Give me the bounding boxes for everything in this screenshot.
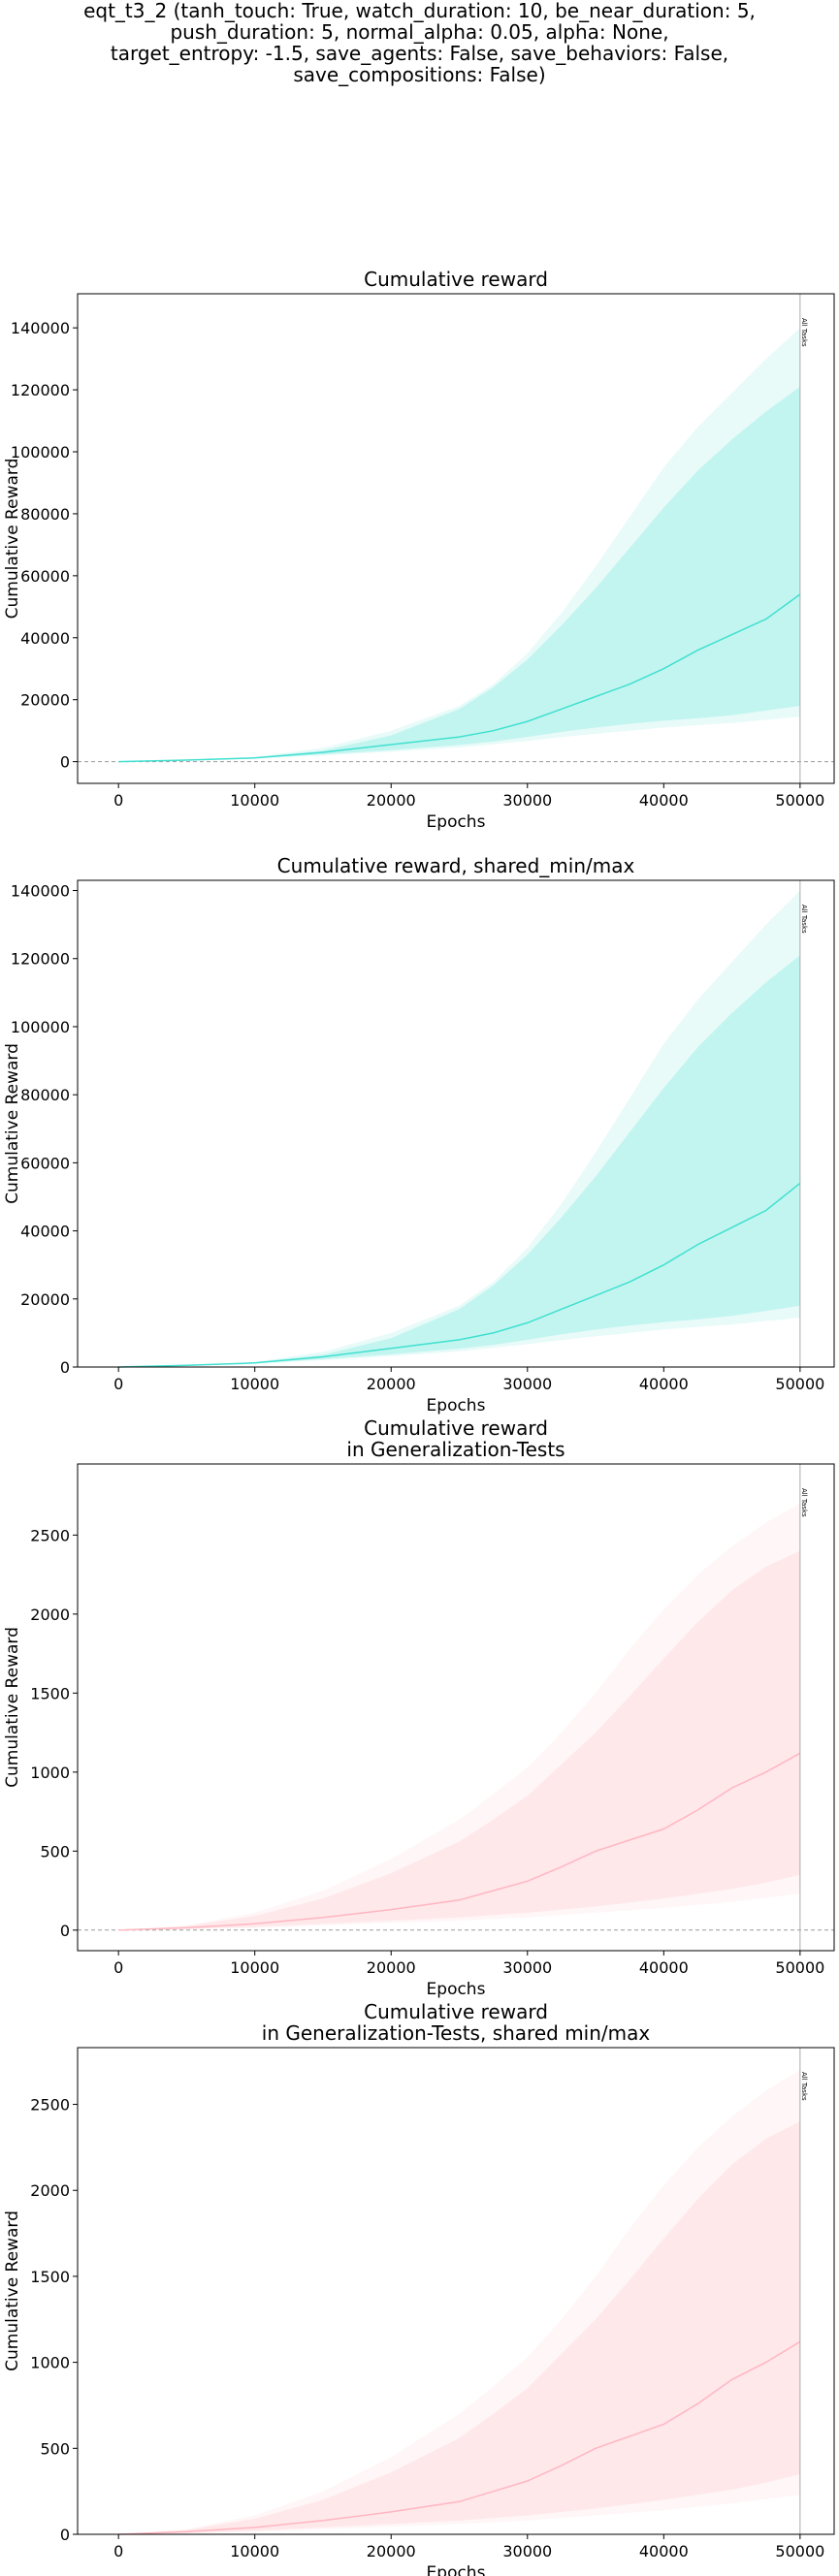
y-tick-label: 1500 <box>30 2268 70 2286</box>
plot-frame <box>77 2047 835 2535</box>
x-tick-label: 50000 <box>775 1958 824 1977</box>
y-axis-label: Cumulative Reward <box>3 1627 22 1788</box>
y-tick-label: 20000 <box>20 1290 70 1309</box>
y-tick-label: 60000 <box>20 1154 70 1172</box>
chart-title: Cumulative reward <box>364 1416 548 1440</box>
chart-1: Cumulative reward All Tasks 0 10000 20000 300… <box>3 268 835 832</box>
std-band <box>118 386 800 762</box>
plot-frame <box>77 1463 835 1952</box>
x-tick-label: 0 <box>113 2542 123 2560</box>
mean-line <box>118 593 801 763</box>
y-tick-label: 0 <box>60 753 70 772</box>
y-tick-label: 80000 <box>20 1086 70 1104</box>
std-band <box>118 2121 800 2534</box>
y-tick-label: 2500 <box>30 1526 70 1544</box>
task-marker-label: All Tasks <box>800 2072 808 2101</box>
x-tick-label: 50000 <box>775 791 824 810</box>
y-tick-label: 1500 <box>30 1684 70 1702</box>
x-tick-label: 20000 <box>367 791 416 810</box>
x-tick-label: 10000 <box>230 2542 279 2560</box>
y-tick-label: 100000 <box>11 443 70 461</box>
y-tick-label: 140000 <box>11 319 70 337</box>
y-tick-label: 2000 <box>30 2181 70 2200</box>
chart-title: Cumulative reward <box>364 268 548 291</box>
y-tick-label: 40000 <box>20 629 70 648</box>
y-tick-label: 2000 <box>30 1606 70 1624</box>
x-tick-label: 0 <box>113 1375 123 1393</box>
plot-frame <box>77 879 835 1368</box>
y-tick-label: 0 <box>60 1922 70 1940</box>
chart-title: Cumulative reward, shared_min/max <box>277 854 635 877</box>
chart-title: in Generalization-Tests <box>346 1438 565 1461</box>
minmax-band <box>118 328 800 762</box>
x-tick-label: 30000 <box>502 1958 552 1977</box>
suptitle-line: push_duration: 5, normal_alpha: 0.05, al… <box>170 20 669 44</box>
y-tick-label: 120000 <box>11 381 70 399</box>
x-tick-label: 0 <box>113 791 123 810</box>
x-tick-label: 10000 <box>230 791 279 810</box>
x-axis-label: Epochs <box>427 1396 486 1415</box>
chart-title: in Generalization-Tests, shared min/max <box>262 2021 651 2045</box>
x-tick-label: 40000 <box>639 791 689 810</box>
x-axis-label: Epochs <box>427 812 486 832</box>
x-tick-label: 20000 <box>367 1375 416 1393</box>
y-axis-label: Cumulative Reward <box>3 2210 22 2371</box>
x-tick-label: 50000 <box>775 2542 824 2560</box>
x-axis-label: Epochs <box>427 2563 486 2576</box>
y-tick-label: 100000 <box>11 1018 70 1036</box>
y-tick-label: 20000 <box>20 691 70 710</box>
minmax-band <box>118 890 800 1367</box>
task-marker-label: All Tasks <box>800 1488 808 1517</box>
suptitle-line: target_entropy: -1.5, save_agents: False… <box>110 42 729 65</box>
y-tick-label: 40000 <box>20 1223 70 1241</box>
y-tick-label: 500 <box>40 2439 70 2458</box>
std-band <box>118 1550 800 1930</box>
plot-frame <box>77 293 835 784</box>
y-axis-label: Cumulative Reward <box>3 459 22 620</box>
figure-suptitle: eqt_t3_2 (tanh_touch: True, watch_durati… <box>0 0 839 85</box>
suptitle-line: eqt_t3_2 (tanh_touch: True, watch_durati… <box>83 0 756 22</box>
y-tick-label: 80000 <box>20 505 70 524</box>
x-tick-label: 20000 <box>367 1958 416 1977</box>
x-tick-label: 40000 <box>639 1375 689 1393</box>
x-tick-label: 40000 <box>639 1958 689 1977</box>
y-tick-label: 1000 <box>30 1764 70 1782</box>
minmax-band <box>118 2070 800 2534</box>
suptitle-line: save_compositions: False) <box>293 63 546 86</box>
y-tick-label: 0 <box>60 2526 70 2544</box>
y-axis-label: Cumulative Reward <box>3 1043 22 1204</box>
x-tick-label: 30000 <box>502 791 552 810</box>
y-tick-label: 1000 <box>30 2354 70 2372</box>
x-tick-label: 10000 <box>230 1958 279 1977</box>
y-tick-label: 0 <box>60 1358 70 1377</box>
task-marker-label: All Tasks <box>800 905 808 934</box>
x-axis-label: Epochs <box>427 1980 486 1999</box>
y-tick-label: 140000 <box>11 882 70 901</box>
x-tick-label: 50000 <box>775 1375 824 1393</box>
x-tick-label: 30000 <box>502 1375 552 1393</box>
mean-line <box>118 1752 801 1931</box>
mean-line <box>118 2340 801 2535</box>
y-tick-label: 2500 <box>30 2096 70 2115</box>
chart-2: Cumulative reward, shared_min/max All Tas… <box>3 854 835 1415</box>
std-band <box>118 955 800 1367</box>
y-tick-label: 60000 <box>20 567 70 586</box>
x-tick-label: 10000 <box>230 1375 279 1393</box>
x-tick-label: 40000 <box>639 2542 689 2560</box>
task-marker-label: All Tasks <box>800 318 808 347</box>
y-tick-label: 120000 <box>11 950 70 969</box>
mean-line <box>118 1182 801 1368</box>
x-tick-label: 30000 <box>502 2542 552 2560</box>
y-tick-label: 500 <box>40 1842 70 1860</box>
chart-title: Cumulative reward <box>364 2000 548 2023</box>
minmax-band <box>118 1503 800 1930</box>
x-tick-label: 20000 <box>367 2542 416 2560</box>
x-tick-label: 0 <box>113 1958 123 1977</box>
